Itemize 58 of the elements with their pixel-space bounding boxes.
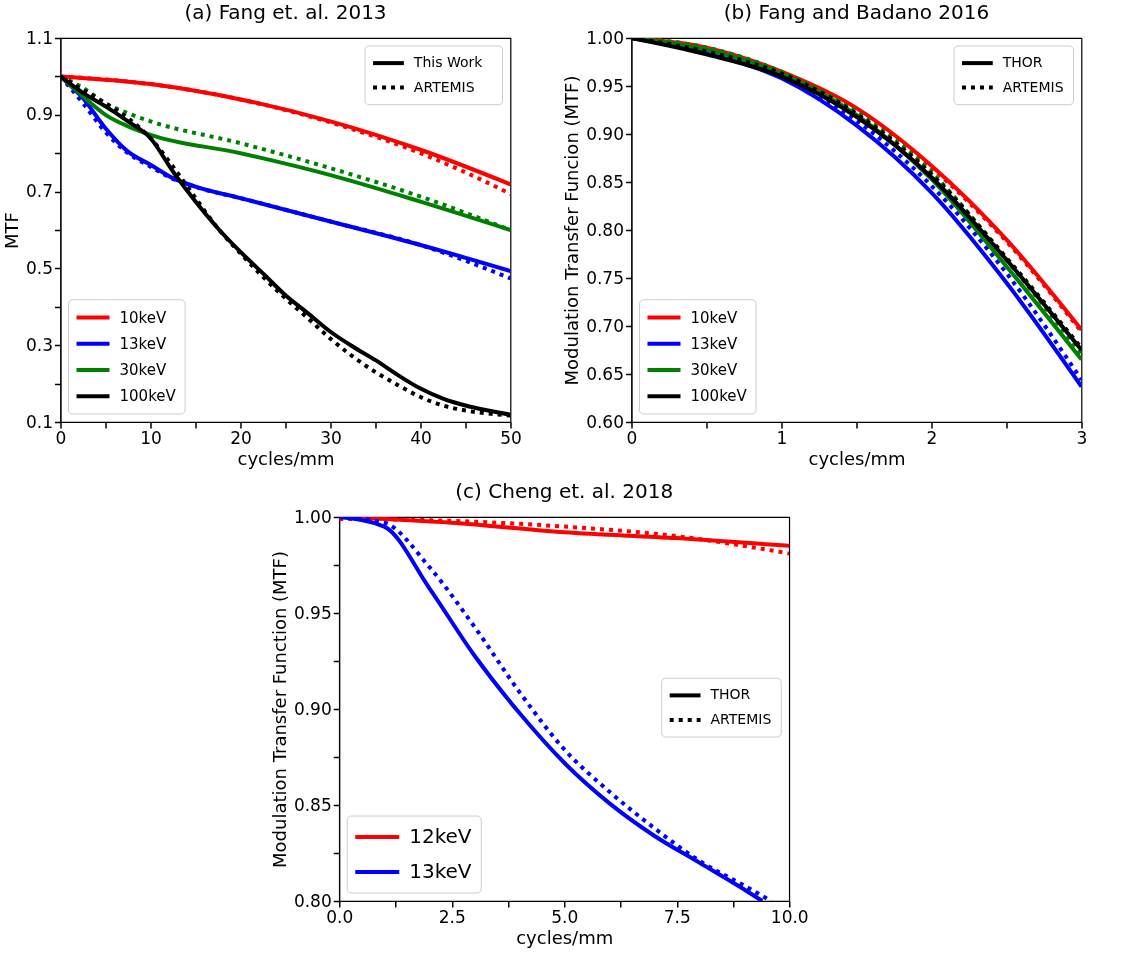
annotation: THOR — [709, 686, 751, 703]
x-tick-label: 3 — [1076, 427, 1088, 448]
annotation: ARTEMIS — [1002, 78, 1064, 95]
y-tick-label: 0.90 — [293, 698, 332, 719]
y-tick-label: 0.3 — [25, 334, 53, 355]
x-tick-label: 40 — [410, 427, 432, 448]
y-axis-title: Modulation Transfer Funcion (MTF) — [561, 75, 583, 386]
chart-title: (b) Fang and Badano 2016 — [723, 0, 990, 24]
legend-label: 30keV — [690, 361, 738, 379]
y-tick-label: 0.70 — [586, 315, 624, 336]
y-tick-label: 0.60 — [586, 411, 624, 432]
y-tick-label: 0.75 — [586, 267, 624, 288]
y-tick-label: 1.1 — [25, 27, 53, 48]
legend-label: 30keV — [119, 361, 167, 379]
x-tick-label: 5.0 — [551, 906, 579, 927]
y-axis-title: MTF — [0, 212, 22, 249]
y-tick-label: 0.65 — [586, 363, 624, 384]
legend-label: 10keV — [119, 308, 167, 327]
y-tick-label: 0.1 — [25, 411, 53, 432]
annotation: ARTEMIS — [413, 78, 475, 95]
x-axis-title: cycles/mm — [516, 926, 614, 948]
y-tick-label: 0.95 — [586, 75, 624, 96]
x-tick-label: 30 — [320, 427, 342, 448]
legend-label: 13keV — [119, 334, 167, 353]
x-tick-label: 1 — [776, 427, 788, 448]
y-tick-label: 0.5 — [25, 257, 53, 278]
y-tick-label: 0.9 — [25, 104, 53, 125]
x-tick-label: 20 — [230, 427, 252, 448]
legend-label: 100keV — [119, 387, 177, 406]
annotation: This Work — [412, 54, 484, 71]
legend-label: 13keV — [409, 859, 472, 883]
x-axis-title: cycles/mm — [237, 447, 335, 469]
y-tick-label: 0.95 — [293, 602, 332, 623]
y-tick-label: 0.85 — [293, 794, 332, 815]
x-tick-label: 2.5 — [438, 906, 466, 927]
y-tick-label: 0.80 — [586, 219, 624, 240]
x-tick-label: 2 — [926, 427, 938, 448]
y-tick-label: 0.85 — [586, 171, 624, 192]
chart-title: (a) Fang et. al. 2013 — [184, 0, 387, 24]
y-axis-title: Modulation Transfer Function (MTF) — [268, 551, 290, 868]
x-tick-label: 7.5 — [663, 906, 691, 927]
x-tick-label: 0 — [55, 427, 67, 448]
legend-label: 10keV — [690, 308, 738, 327]
legend-label: 100keV — [690, 387, 748, 406]
x-tick-label: 10 — [140, 427, 162, 448]
x-tick-label: 0 — [626, 427, 638, 448]
y-tick-label: 0.90 — [586, 123, 624, 144]
x-axis-title: cycles/mm — [808, 447, 906, 469]
y-tick-label: 0.7 — [25, 181, 53, 202]
x-tick-label: 10.0 — [770, 906, 809, 927]
legend-label: 12keV — [409, 824, 472, 848]
legend-label: 13keV — [690, 334, 738, 353]
y-tick-label: 1.00 — [586, 27, 624, 48]
annotation: THOR — [1001, 54, 1043, 71]
x-tick-label: 50 — [500, 427, 522, 448]
y-tick-label: 1.00 — [293, 506, 332, 527]
chart-title: (c) Cheng et. al. 2018 — [455, 479, 674, 503]
annotation: ARTEMIS — [710, 710, 772, 727]
